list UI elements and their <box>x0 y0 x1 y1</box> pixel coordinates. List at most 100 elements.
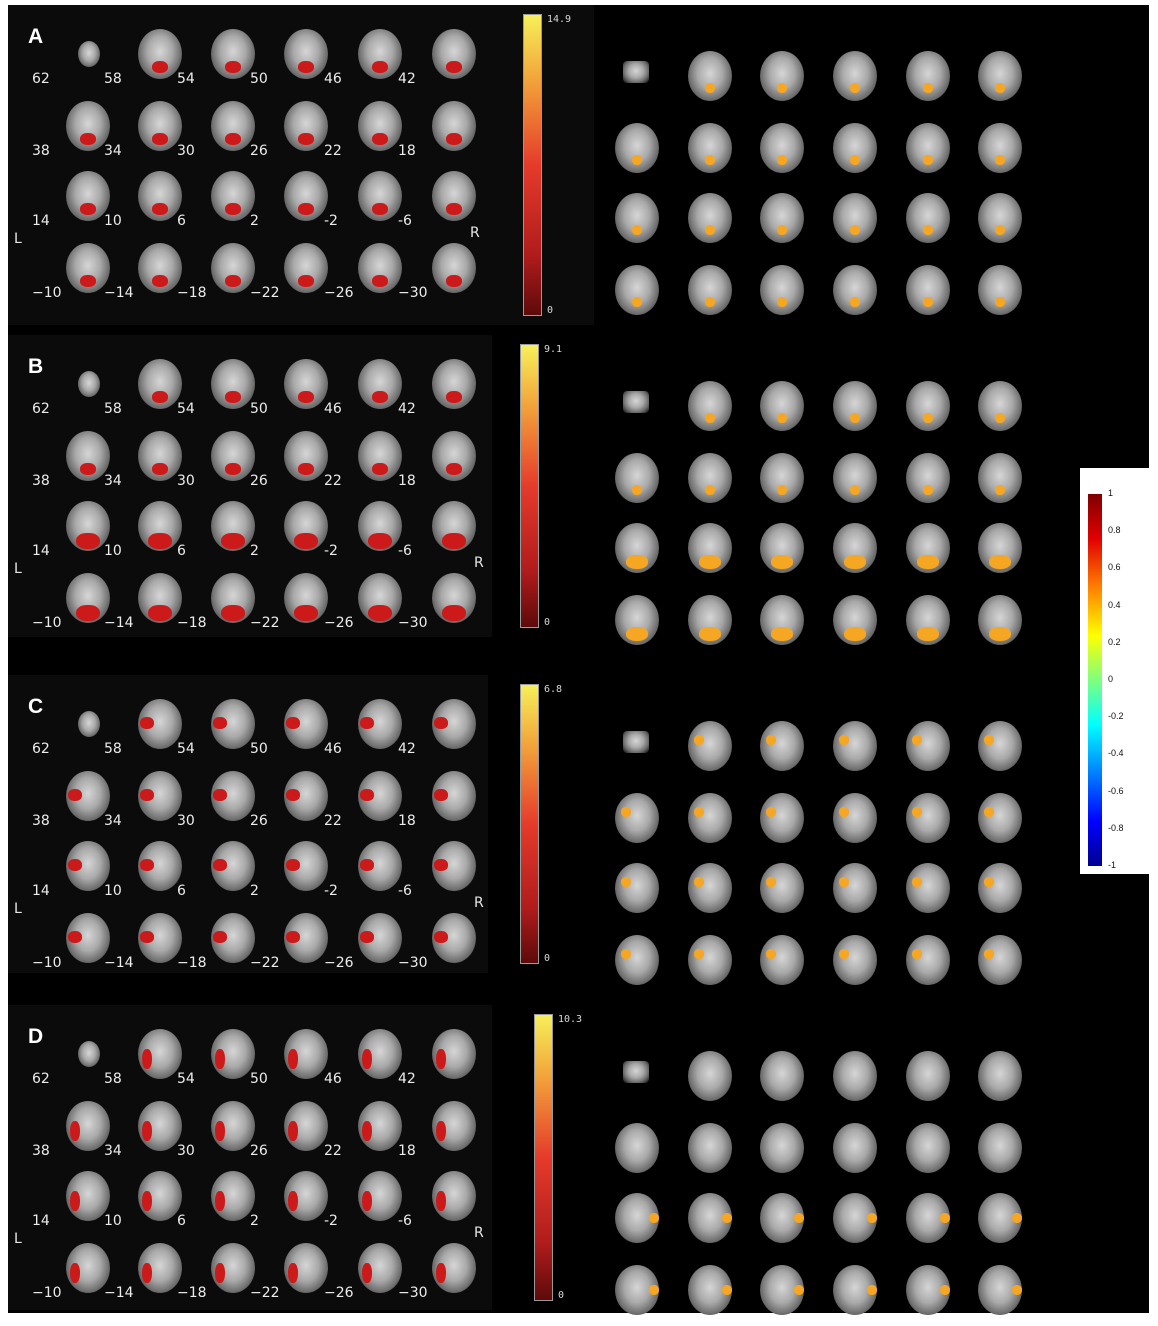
activation-blob-right <box>984 807 994 817</box>
brain-slice-right <box>688 863 732 913</box>
slice-label: 38 <box>32 143 50 159</box>
activation-blob-right <box>995 485 1005 495</box>
brain-slice-right <box>833 193 877 243</box>
activation-blob <box>68 789 82 801</box>
activation-blob-right <box>923 413 933 423</box>
brain-slice-right <box>906 1051 950 1101</box>
activation-blob-right <box>917 555 939 569</box>
brain-slice-right <box>906 793 950 843</box>
activation-blob-right <box>705 225 715 235</box>
slice-label: 42 <box>398 1071 416 1087</box>
slice-label: −22 <box>250 955 280 971</box>
activation-blob-right <box>766 949 776 959</box>
slice-label: 30 <box>177 813 195 829</box>
brain-slice-right <box>978 1123 1022 1173</box>
activation-blob-right <box>705 297 715 307</box>
activation-blob-right <box>995 155 1005 165</box>
activation-blob <box>434 931 448 943</box>
slice-label: 50 <box>250 401 268 417</box>
brain-slice-right <box>833 1123 877 1173</box>
activation-blob <box>360 789 374 801</box>
brain-slice-right <box>906 51 950 101</box>
slice-label: 2 <box>250 543 259 559</box>
brain-slice-right <box>760 793 804 843</box>
colorbar-min-label: 0 <box>544 617 551 628</box>
figure-canvas: A 62 58 54 50 46 42 38 34 30 26 22 18 14 10 6 2 -2 -6 −10 −1… <box>8 5 1149 1315</box>
colorbar-min-label: 0 <box>547 305 554 316</box>
activation-blob <box>152 61 168 73</box>
brain-slice-right <box>615 453 659 503</box>
activation-blob-right <box>766 877 776 887</box>
panel-letter: C <box>28 695 44 718</box>
slice-label: -6 <box>398 1213 412 1229</box>
intensity-colorbar <box>520 344 539 628</box>
slice-label: 62 <box>32 1071 50 1087</box>
slice-label: −26 <box>324 1285 354 1301</box>
correlation-gradient <box>1088 494 1102 866</box>
brain-slice-right <box>833 1051 877 1101</box>
activation-blob-right <box>984 949 994 959</box>
brain-slice-right <box>760 1123 804 1173</box>
brain-slice-right <box>688 51 732 101</box>
slice-label: −30 <box>398 1285 428 1301</box>
activation-blob <box>286 931 300 943</box>
slice-label: 6 <box>177 1213 186 1229</box>
correlation-tick-label: 0.2 <box>1108 636 1121 647</box>
activation-blob-right <box>777 225 787 235</box>
activation-blob-right <box>850 485 860 495</box>
slice-label: −26 <box>324 285 354 301</box>
activation-blob <box>288 1121 298 1141</box>
slice-label: 62 <box>32 741 50 757</box>
slice-label: 42 <box>398 401 416 417</box>
panel-letter: A <box>28 25 44 48</box>
activation-blob <box>288 1191 298 1211</box>
slice-label: −14 <box>104 615 134 631</box>
activation-blob <box>140 859 154 871</box>
activation-blob-right <box>839 949 849 959</box>
slice-label: 38 <box>32 473 50 489</box>
activation-blob-right <box>912 877 922 887</box>
activation-blob-right <box>995 297 1005 307</box>
activation-blob-right <box>777 83 787 93</box>
activation-blob <box>225 203 241 215</box>
activation-blob <box>298 133 314 145</box>
activation-blob-right <box>844 555 866 569</box>
brain-slice-right <box>688 721 732 771</box>
activation-blob <box>76 533 100 549</box>
slice-label: 10 <box>104 883 122 899</box>
activation-blob <box>148 533 172 549</box>
slice-label: 10 <box>104 1213 122 1229</box>
slice-label: −10 <box>32 955 62 971</box>
slice-label: 14 <box>32 1213 50 1229</box>
activation-blob <box>142 1263 152 1283</box>
activation-blob-right <box>867 1213 877 1223</box>
activation-blob-right <box>844 627 866 641</box>
activation-blob <box>213 931 227 943</box>
activation-blob-right <box>632 155 642 165</box>
activation-blob <box>80 463 96 475</box>
activation-blob-right <box>923 485 933 495</box>
brain-slice-right <box>906 381 950 431</box>
activation-blob <box>298 275 314 287</box>
brain-slice-right <box>833 51 877 101</box>
slice-label: 6 <box>177 883 186 899</box>
brain-slice-right <box>833 935 877 985</box>
brain-slice-right <box>688 793 732 843</box>
activation-blob-right <box>839 807 849 817</box>
activation-blob-right <box>1012 1285 1022 1295</box>
activation-blob-right <box>850 297 860 307</box>
brain-slice-right <box>760 265 804 315</box>
brain-slice-right <box>688 453 732 503</box>
slice-label: −14 <box>104 1285 134 1301</box>
slice-label: 18 <box>398 1143 416 1159</box>
brain-slice-right <box>760 453 804 503</box>
activation-blob <box>362 1191 372 1211</box>
slice-label: 42 <box>398 741 416 757</box>
activation-blob <box>70 1263 80 1283</box>
activation-blob-right <box>632 225 642 235</box>
brain-slice-right <box>760 51 804 101</box>
activation-blob <box>362 1263 372 1283</box>
activation-blob <box>80 275 96 287</box>
activation-blob-right <box>912 949 922 959</box>
brain-slice-right <box>615 793 659 843</box>
